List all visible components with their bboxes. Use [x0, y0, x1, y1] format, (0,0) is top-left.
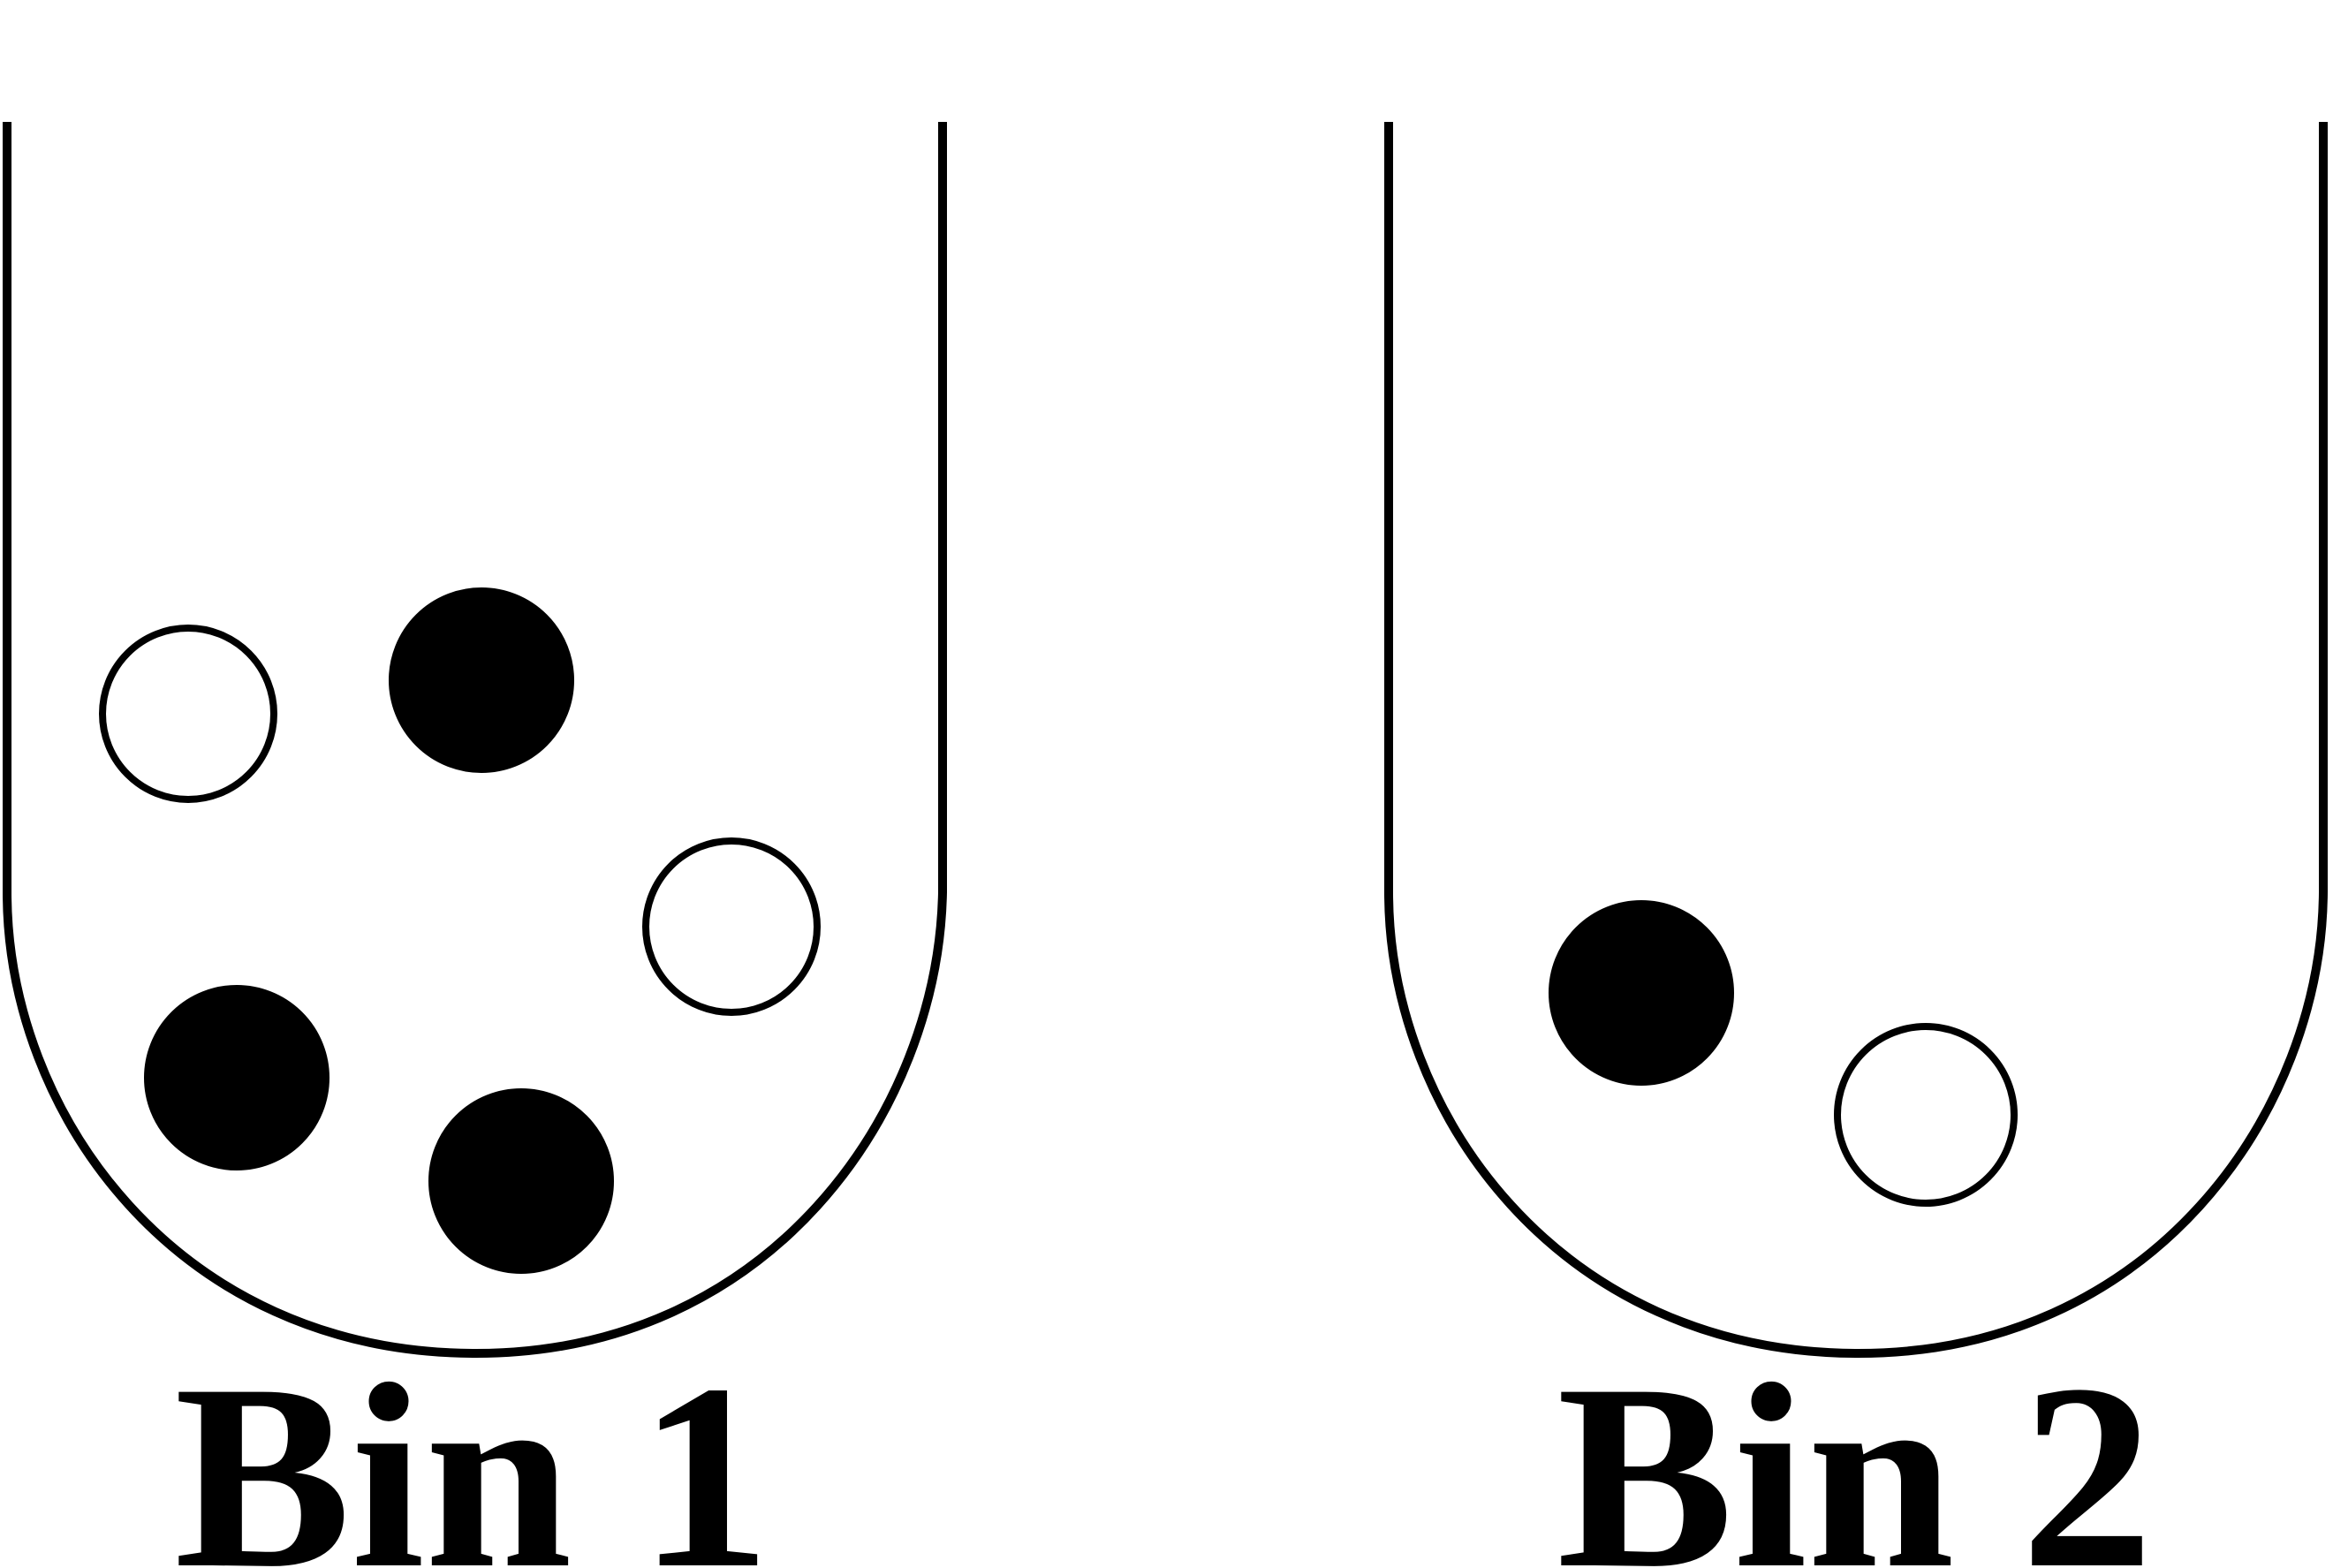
bin-1-ball-4-filled — [144, 985, 329, 1170]
bin-1: Bin 1 — [3, 122, 947, 1568]
bin-1-ball-1-hollow — [99, 625, 277, 803]
bin-1-ball-2-filled — [389, 587, 574, 773]
bin-1-label: Bin 1 — [174, 1329, 770, 1568]
bin-2-label: Bin 2 — [1557, 1329, 2153, 1568]
bin-1-ball-5-filled — [428, 1088, 614, 1274]
bin-2-outline — [1384, 122, 2328, 1359]
bin-2: Bin 2 — [1384, 122, 2328, 1568]
bin-2-ball-2-hollow — [1834, 1023, 2018, 1207]
bin-1-outline — [3, 122, 947, 1359]
bin-2-ball-1-filled — [1549, 900, 1734, 1086]
bin-1-ball-3-hollow — [642, 837, 821, 1016]
